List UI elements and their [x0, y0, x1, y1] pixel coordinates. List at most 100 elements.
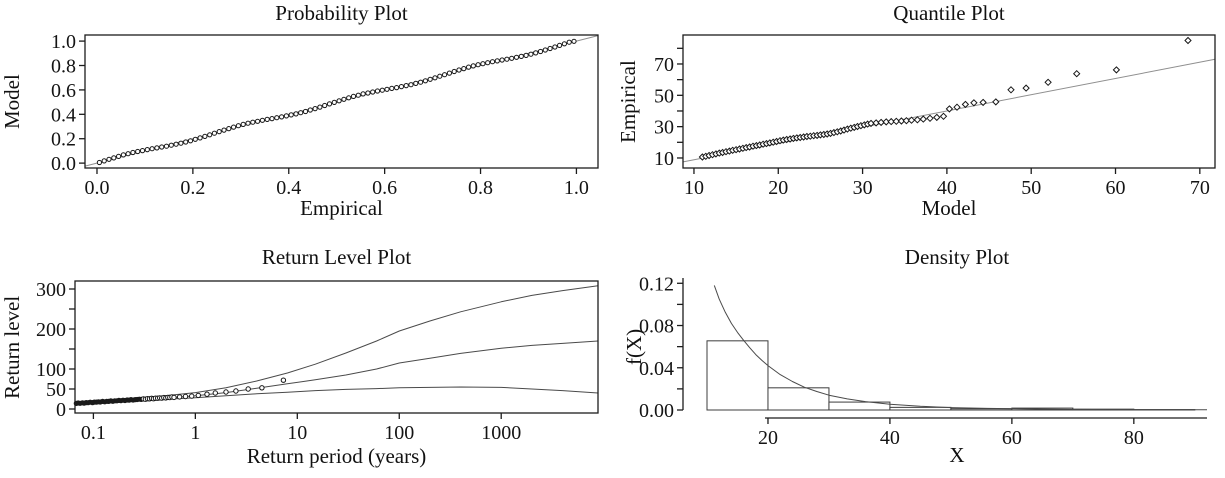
data-point — [264, 116, 270, 123]
data-point — [154, 145, 160, 151]
probability-plot-panel: Probability Plot Model 0.0 0.2 0.4 0.6 0.8 1.… — [0, 0, 612, 239]
data-point — [269, 116, 275, 122]
data-point — [919, 115, 928, 123]
x-axis-ticks: 20 40 60 80 — [758, 418, 1144, 449]
data-point — [945, 105, 954, 113]
x-axis-label: Model — [921, 196, 977, 220]
return-level-plot-panel: Return Level Plot Return level 0.1 1 10 100… — [0, 239, 612, 478]
plot-box — [74, 280, 599, 414]
x-axis-ticks: 0.0 0.2 0.4 0.6 0.8 1.0 — [84, 168, 589, 199]
data-point — [499, 57, 505, 63]
data-point — [451, 68, 457, 75]
data-point — [970, 99, 978, 107]
data-point — [250, 119, 256, 125]
data-point — [233, 388, 239, 394]
x-tick-label: 1 — [190, 422, 200, 444]
data-point — [212, 390, 219, 396]
data-point — [907, 116, 916, 124]
data-point — [360, 91, 366, 97]
data-point — [168, 142, 174, 148]
plot-title: Quantile Plot — [893, 1, 1005, 25]
data-point — [202, 133, 208, 139]
data-point — [365, 90, 371, 96]
y-axis-label: Return level — [0, 295, 24, 399]
data-point — [374, 88, 381, 94]
data-point — [379, 87, 385, 93]
data-point — [509, 55, 515, 61]
y-axis-ticks: 0.00.2 0.40.60.8 1.0 — [51, 31, 85, 175]
data-point — [961, 100, 970, 109]
data-point — [274, 115, 280, 121]
data-point — [307, 107, 313, 113]
observed-return-levels-dense-points — [73, 396, 144, 406]
plot-title: Density Plot — [904, 245, 1010, 269]
data-point — [116, 153, 122, 159]
data-point — [418, 79, 424, 85]
x-tick-label: 60 — [1002, 427, 1022, 449]
data-point — [513, 54, 520, 60]
data-point — [355, 92, 361, 98]
data-point — [216, 129, 222, 135]
data-point — [280, 377, 287, 383]
y-tick-label: 0.8 — [51, 56, 76, 78]
data-point — [187, 138, 194, 144]
x-tick-label: 1000 — [481, 422, 521, 444]
data-point — [446, 70, 452, 76]
data-point — [537, 48, 544, 55]
data-point — [106, 156, 112, 162]
data-point — [207, 132, 213, 138]
data-point — [101, 158, 107, 164]
histogram-bar — [889, 406, 952, 411]
data-point — [504, 56, 510, 62]
x-tick-label: 0.2 — [180, 177, 205, 199]
data-point — [437, 73, 443, 79]
y-tick-label: 50 — [654, 85, 674, 107]
data-point — [892, 117, 901, 126]
data-point — [125, 151, 131, 157]
data-point — [413, 80, 419, 87]
x-tick-label: 0.1 — [81, 422, 106, 444]
data-point — [197, 135, 203, 141]
y-tick-label: 0.6 — [51, 80, 76, 102]
x-tick-label: 80 — [1124, 427, 1144, 449]
x-axis-label: Empirical — [300, 196, 383, 220]
data-point — [389, 85, 395, 92]
data-point — [159, 144, 165, 150]
probability-plot-canvas: 0.0 0.2 0.4 0.6 0.8 1.00.00.20.40.60.81.0 — [51, 31, 599, 199]
x-tick-label: 0.4 — [276, 177, 301, 199]
histogram-bars — [706, 340, 1196, 411]
plot-box — [682, 34, 1216, 169]
data-point — [298, 110, 304, 116]
data-point — [926, 114, 934, 123]
data-point — [149, 146, 155, 152]
x-tick-label: 20 — [768, 177, 788, 199]
data-point — [182, 393, 189, 400]
x-axis-ticks: 0.1 1 10 100 1000 — [81, 413, 521, 444]
data-point — [317, 104, 323, 110]
data-point — [350, 93, 357, 100]
data-point — [192, 136, 198, 142]
data-point — [336, 98, 342, 104]
data-point — [542, 47, 548, 53]
y-axis-label: Empirical — [616, 60, 640, 143]
density-plot-canvas: 20 40 60 80 0.00 0.04 0.08 0.12 — [639, 273, 1208, 449]
data-point — [171, 394, 177, 401]
data-point — [992, 98, 1000, 106]
data-point — [480, 61, 486, 67]
data-point — [384, 86, 390, 92]
y-axis-label: f(X) — [622, 328, 646, 365]
data-point — [489, 59, 496, 65]
data-point — [204, 391, 210, 397]
data-point — [293, 111, 299, 117]
data-point — [494, 58, 500, 64]
data-point — [245, 120, 251, 126]
y-tick-label: 0 — [56, 399, 66, 421]
data-point — [979, 98, 987, 107]
data-point — [195, 392, 202, 399]
x-axis-ticks: 10 20 30 40 50 60 70 — [684, 168, 1210, 199]
data-point — [422, 78, 428, 84]
data-point — [322, 102, 328, 109]
x-tick-label: 30 — [853, 177, 873, 199]
data-point — [240, 121, 246, 128]
